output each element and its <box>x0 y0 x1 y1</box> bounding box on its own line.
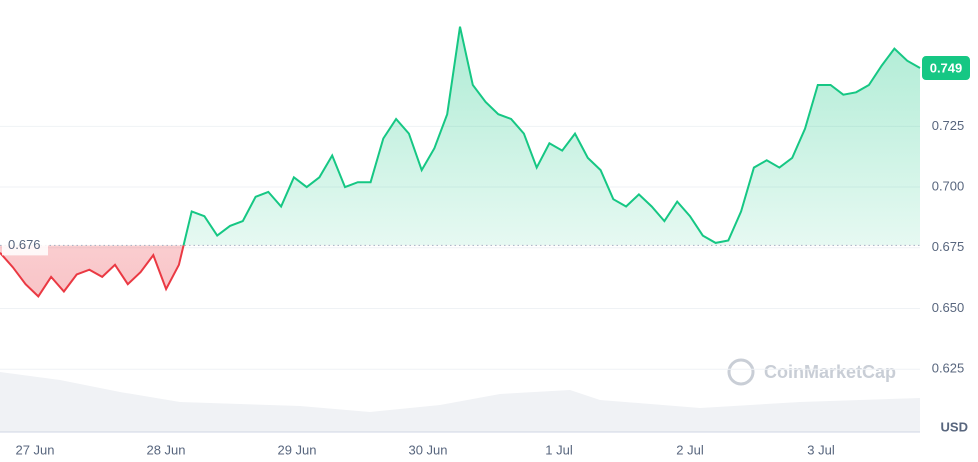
x-tick-label: 1 Jul <box>545 442 573 457</box>
x-tick-label: 2 Jul <box>676 442 704 457</box>
x-tick-label: 29 Jun <box>277 442 316 457</box>
current-price-tag <box>922 56 970 81</box>
x-tick-label: 28 Jun <box>146 442 185 457</box>
price-line-up <box>182 26 921 246</box>
y-tick-label: 0.675 <box>932 239 965 254</box>
baseline-label: 0.676 <box>8 237 41 252</box>
current-price-label: 0.749 <box>930 60 963 75</box>
x-tick-label: 27 Jun <box>15 442 54 457</box>
baseline-label-bg <box>2 235 48 256</box>
y-tick-label: 0.650 <box>932 300 965 315</box>
currency-label: USD <box>941 419 968 434</box>
y-tick-label: 0.725 <box>932 118 965 133</box>
x-tick-label: 30 Jun <box>408 442 447 457</box>
volume-area <box>0 372 920 432</box>
x-tick-label: 3 Jul <box>807 442 835 457</box>
area-up <box>0 26 920 246</box>
y-tick-label: 0.625 <box>932 361 965 376</box>
watermark-logo <box>727 358 755 386</box>
price-line-down <box>0 245 185 298</box>
watermark: CoinMarketCap <box>727 358 896 386</box>
y-tick-label: 0.700 <box>932 178 965 193</box>
watermark-text: CoinMarketCap <box>764 362 896 382</box>
